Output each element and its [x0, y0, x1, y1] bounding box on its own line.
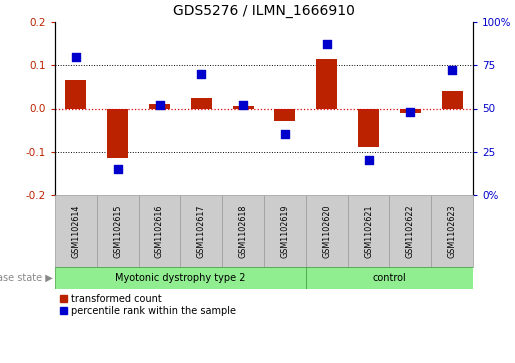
Bar — [55, 195, 97, 267]
Bar — [191, 98, 212, 109]
Text: transformed count: transformed count — [71, 294, 162, 303]
Text: GSM1102617: GSM1102617 — [197, 204, 206, 258]
Bar — [65, 80, 87, 109]
Text: control: control — [372, 273, 406, 283]
Text: GSM1102615: GSM1102615 — [113, 204, 122, 258]
Bar — [400, 109, 421, 113]
Text: GSM1102616: GSM1102616 — [155, 204, 164, 258]
Bar — [222, 195, 264, 267]
Bar — [316, 59, 337, 109]
Bar — [233, 106, 253, 109]
Bar — [97, 195, 139, 267]
Text: Myotonic dystrophy type 2: Myotonic dystrophy type 2 — [115, 273, 246, 283]
Text: percentile rank within the sample: percentile rank within the sample — [71, 306, 236, 315]
Text: GSM1102618: GSM1102618 — [238, 204, 248, 258]
Title: GDS5276 / ILMN_1666910: GDS5276 / ILMN_1666910 — [173, 4, 355, 18]
Point — [197, 71, 205, 77]
Text: GSM1102620: GSM1102620 — [322, 204, 331, 258]
Bar — [274, 109, 295, 122]
Text: disease state ▶: disease state ▶ — [0, 273, 53, 283]
Bar — [306, 267, 473, 289]
Text: GSM1102622: GSM1102622 — [406, 204, 415, 258]
Bar — [139, 195, 180, 267]
Bar — [180, 195, 222, 267]
Bar — [55, 267, 306, 289]
Point — [448, 68, 456, 73]
Bar — [358, 109, 379, 147]
Bar — [107, 109, 128, 158]
Point — [156, 102, 164, 108]
Bar — [264, 195, 306, 267]
Point — [365, 158, 373, 163]
Bar — [348, 195, 389, 267]
Bar — [149, 104, 170, 109]
Text: GSM1102619: GSM1102619 — [280, 204, 289, 258]
Point — [406, 109, 415, 115]
Point — [281, 131, 289, 137]
Bar — [442, 91, 462, 109]
Point — [239, 102, 247, 108]
Text: GSM1102623: GSM1102623 — [448, 204, 457, 258]
Bar — [389, 195, 431, 267]
Bar — [431, 195, 473, 267]
Text: GSM1102614: GSM1102614 — [72, 204, 80, 258]
Point — [322, 42, 331, 48]
Point — [114, 166, 122, 172]
Bar — [306, 195, 348, 267]
Point — [72, 54, 80, 60]
Text: GSM1102621: GSM1102621 — [364, 204, 373, 258]
